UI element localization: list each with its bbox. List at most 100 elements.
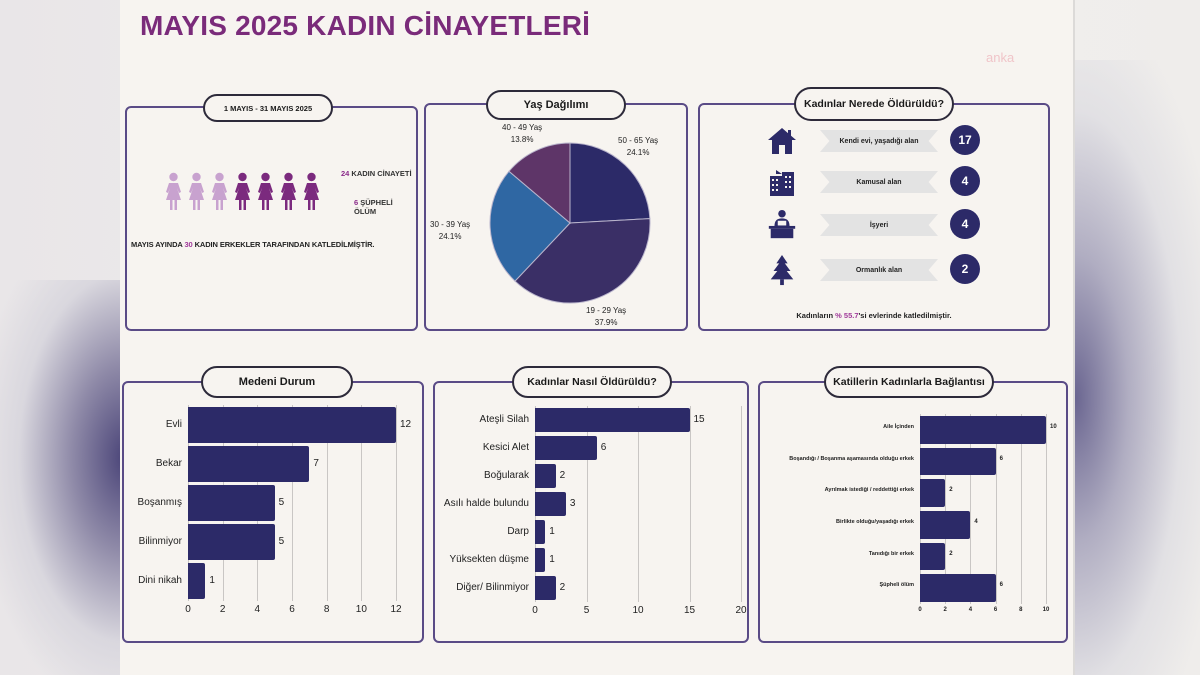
bar-category-label: Darp <box>507 526 529 537</box>
bar-category-label: Boğularak <box>483 470 529 481</box>
x-axis-tick: 0 <box>918 607 922 613</box>
bar-value-label: 1 <box>549 526 555 537</box>
bar-category-label: Kesici Alet <box>482 442 529 453</box>
bar <box>535 408 690 432</box>
bar-value-label: 5 <box>278 536 285 548</box>
bar-category-label: Yüksekten düşme <box>449 554 530 565</box>
bar-value-label: 10 <box>1050 423 1057 430</box>
summary-text: MAYIS AYINDA 30 KADIN ERKEKLER TARAFINDA… <box>131 240 375 249</box>
woman-figure-icon <box>258 172 273 210</box>
bar <box>535 436 597 460</box>
where-count-badge: 4 <box>950 209 980 239</box>
bar-category-label: Evli <box>165 418 182 430</box>
x-axis-tick: 8 <box>1019 607 1023 613</box>
x-axis-tick: 0 <box>532 605 538 616</box>
grid-line <box>326 405 328 601</box>
grid-line <box>741 406 742 602</box>
where-count-badge: 2 <box>950 254 980 284</box>
grid-line <box>970 414 972 604</box>
where-row-public: Kamusal alan 4 <box>766 166 986 196</box>
bar-value-label: 6 <box>600 442 607 453</box>
grid-line <box>638 406 639 602</box>
where-count-badge: 4 <box>950 166 980 196</box>
women-figures <box>163 172 322 212</box>
grid-line <box>361 405 363 601</box>
bar-category-label: Tanıdığı bir erkek <box>868 550 914 557</box>
bar <box>188 484 275 522</box>
where-killed-title: Kadınlar Nerede Öldürüldü? <box>794 87 954 121</box>
grid-line <box>1046 414 1047 604</box>
bar-category-label: Diğer/ Bilinmiyor <box>456 582 529 593</box>
x-axis-tick: 2 <box>219 604 226 615</box>
grid-line <box>945 414 947 604</box>
x-axis-tick: 6 <box>993 607 998 613</box>
x-axis-tick: 0 <box>185 604 191 615</box>
marital-status-chart: 0 2 4 6 8 10 12 12 Evli 7 Bekar 5 Boşanmış 5 Bilinmiyo… <box>138 405 411 617</box>
grid-line <box>586 406 588 602</box>
building-icon <box>770 170 794 196</box>
woman-figure-icon <box>235 172 250 210</box>
bar-category-label: Birlikte olduğu/yaşadığı erkek <box>836 518 914 525</box>
grid-line <box>920 414 921 604</box>
x-axis-tick: 4 <box>968 607 973 613</box>
bar <box>535 576 556 600</box>
marital-status-panel: Medeni Durum 0 2 4 6 8 10 12 12 Evli 7 Bekar 5 Boşan… <box>122 366 424 643</box>
bar <box>920 574 996 603</box>
bar-category-label: Bekar <box>155 457 182 469</box>
bar-value-label: 15 <box>693 414 705 425</box>
age-distribution-panel: Yaş Dağılımı 40 - 49 Yaş 13.8% 50 - 65 Ya… <box>424 90 688 331</box>
x-axis-tick: 15 <box>683 605 696 616</box>
age-pie-chart <box>489 142 651 304</box>
bar <box>920 542 946 571</box>
pie-slice <box>489 170 571 282</box>
where-label: Kendi evi, yaşadığı alan <box>820 130 938 152</box>
bar-value-label: 1 <box>549 554 555 565</box>
bar <box>535 520 546 544</box>
bar-value-label: 6 <box>999 582 1003 589</box>
bar-value-label: 12 <box>400 418 412 430</box>
bar-category-label: Boşandığı / Boşanma aşamasında olduğu er… <box>789 455 914 462</box>
grid-line <box>396 405 397 601</box>
bar <box>188 445 310 482</box>
perpetrator-relation-panel: Katillerin Kadınlarla Bağlantısı 0 2 4 6 8 10… <box>758 366 1068 643</box>
grid-line <box>1020 414 1022 604</box>
bar-value-label: 6 <box>999 455 1003 462</box>
bar-value-label: 2 <box>559 470 566 481</box>
bar-value-label: 2 <box>949 487 953 494</box>
x-axis-tick: 10 <box>1042 607 1050 613</box>
how-killed-panel: Kadınlar Nasıl Öldürüldü? 0 5 10 15 20 15 Ateş… <box>433 366 749 643</box>
bar-category-label: Dini nikah <box>138 575 182 587</box>
pie-label-30-39: 30 - 39 Yaş 24.1% <box>430 220 471 241</box>
x-axis-tick: 20 <box>735 605 747 616</box>
bar-category-label: Ayrılmak istediği / reddettiği erkek <box>824 487 914 494</box>
bar <box>188 563 206 600</box>
x-axis-tick: 10 <box>632 605 644 616</box>
where-killed-panel: Kadınlar Nerede Öldürüldü? Kendi evi, ya… <box>698 87 1050 331</box>
pie-slice <box>569 142 651 224</box>
pie-slice <box>508 142 571 225</box>
bar-value-label: 5 <box>278 497 285 508</box>
woman-figure-icon <box>281 172 296 210</box>
page-title: MAYIS 2025 KADIN CİNAYETLERİ <box>140 10 591 41</box>
x-axis-tick: 5 <box>583 605 590 616</box>
where-footer-text: Kadınların % 55.7'si evlerinde katledilm… <box>796 311 952 320</box>
where-label: Ormanlık alan <box>820 259 938 281</box>
marital-status-title: Medeni Durum <box>201 366 353 398</box>
where-label: İşyeri <box>820 214 938 236</box>
stat-murders: 24 KADIN CİNAYETİ <box>341 169 412 178</box>
pie-slice <box>514 218 651 304</box>
x-axis-tick: 4 <box>254 604 261 615</box>
worker-desk-icon <box>768 209 796 239</box>
bar-category-label: Boşanmış <box>137 497 182 508</box>
pie-label-50-65: 50 - 65 Yaş 24.1% <box>618 136 659 157</box>
bar-value-label: 7 <box>313 457 319 469</box>
where-row-forest: Ormanlık alan 2 <box>766 254 986 286</box>
bar <box>920 415 1046 444</box>
x-axis-tick: 10 <box>355 604 367 615</box>
grid-line <box>995 414 997 604</box>
where-row-workplace: İşyeri 4 <box>766 209 986 239</box>
bar <box>535 548 546 572</box>
bar <box>535 464 556 488</box>
woman-figure-icon <box>304 172 319 210</box>
bar-category-label: Aile İçinden <box>883 423 914 430</box>
